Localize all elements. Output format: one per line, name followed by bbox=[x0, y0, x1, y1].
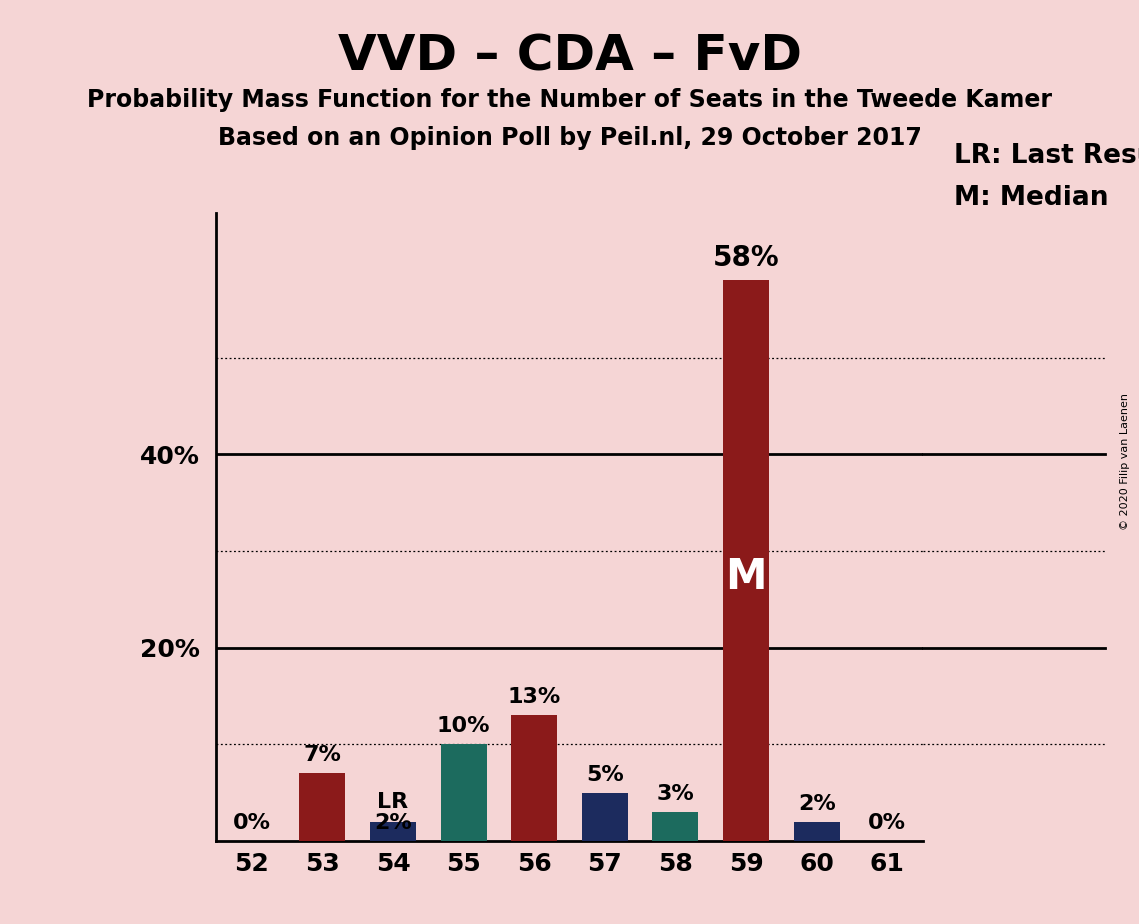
Text: 58%: 58% bbox=[713, 245, 779, 273]
Bar bbox=[794, 821, 839, 841]
Bar bbox=[300, 773, 345, 841]
Text: 5%: 5% bbox=[585, 765, 624, 784]
Bar bbox=[723, 280, 769, 841]
Text: 3%: 3% bbox=[656, 784, 695, 804]
Text: 0%: 0% bbox=[232, 813, 271, 833]
Text: 2%: 2% bbox=[797, 794, 836, 814]
Text: VVD – CDA – FvD: VVD – CDA – FvD bbox=[337, 32, 802, 80]
Bar bbox=[653, 812, 698, 841]
Text: 0%: 0% bbox=[868, 813, 907, 833]
Text: 13%: 13% bbox=[508, 687, 560, 708]
Text: 2%: 2% bbox=[374, 813, 412, 833]
Text: © 2020 Filip van Laenen: © 2020 Filip van Laenen bbox=[1120, 394, 1130, 530]
Text: LR: Last Result: LR: Last Result bbox=[954, 143, 1139, 169]
Text: Probability Mass Function for the Number of Seats in the Tweede Kamer: Probability Mass Function for the Number… bbox=[87, 88, 1052, 112]
Bar bbox=[441, 744, 486, 841]
Text: Based on an Opinion Poll by Peil.nl, 29 October 2017: Based on an Opinion Poll by Peil.nl, 29 … bbox=[218, 126, 921, 150]
Text: M: M bbox=[726, 556, 767, 599]
Text: 10%: 10% bbox=[437, 716, 490, 736]
Bar bbox=[370, 821, 416, 841]
Text: 7%: 7% bbox=[303, 746, 342, 765]
Bar bbox=[582, 793, 628, 841]
Text: M: Median: M: Median bbox=[954, 185, 1109, 211]
Text: LR: LR bbox=[377, 792, 409, 812]
Bar bbox=[511, 715, 557, 841]
